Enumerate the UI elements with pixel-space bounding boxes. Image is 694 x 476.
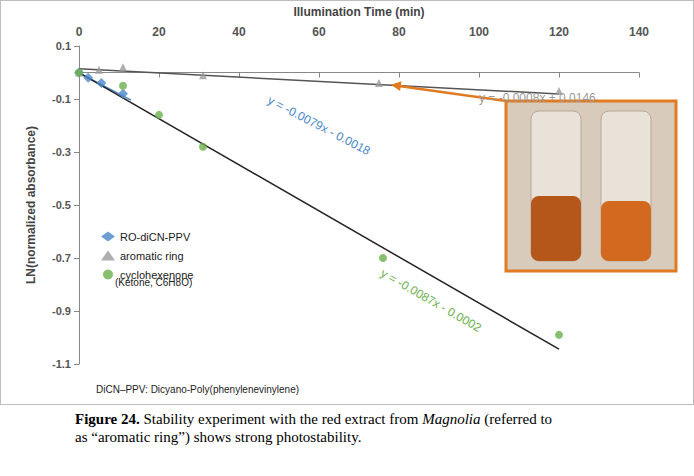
svg-text:Illumination Time (min): Illumination Time (min): [293, 5, 424, 19]
svg-text:y = -0.0008x + 0.0146: y = -0.0008x + 0.0146: [479, 91, 596, 105]
svg-text:-0.5: -0.5: [52, 199, 71, 211]
svg-text:-0.1: -0.1: [52, 93, 71, 105]
svg-text:-0.7: -0.7: [52, 252, 71, 264]
svg-text:-0.9: -0.9: [52, 305, 71, 317]
svg-text:0.1: 0.1: [56, 40, 71, 52]
svg-text:(Ketone, C6H8O): (Ketone, C6H8O): [115, 277, 192, 288]
svg-text:120: 120: [549, 25, 569, 39]
svg-text:20: 20: [152, 25, 166, 39]
svg-text:RO-diCN-PPV: RO-diCN-PPV: [120, 231, 191, 243]
svg-text:140: 140: [629, 25, 649, 39]
svg-text:100: 100: [469, 25, 489, 39]
svg-text:60: 60: [312, 25, 326, 39]
svg-text:DiCN–PPV: Dicyano-Poly(phenyle: DiCN–PPV: Dicyano-Poly(phenylenevinylene…: [96, 384, 299, 395]
svg-text:-1.1: -1.1: [52, 358, 71, 370]
svg-text:-0.3: -0.3: [52, 146, 71, 158]
svg-text:cyclohexenone: cyclohexenone: [120, 268, 194, 281]
svg-text:40: 40: [232, 25, 246, 39]
svg-text:80: 80: [392, 25, 406, 39]
svg-text:y = -0.0079x - 0.0018: y = -0.0079x - 0.0018: [265, 93, 373, 158]
html-text:Figure 24. Stability experimen: Figure 24. Stability experiment with the…: [75, 411, 553, 445]
svg-text:y = -0.0087x - 0.0002: y = -0.0087x - 0.0002: [378, 266, 484, 335]
svg-text:aromatic ring: aromatic ring: [120, 250, 184, 262]
svg-text:0: 0: [76, 25, 83, 39]
svg-text:LN(normalized absorbance): LN(normalized absorbance): [24, 126, 38, 284]
